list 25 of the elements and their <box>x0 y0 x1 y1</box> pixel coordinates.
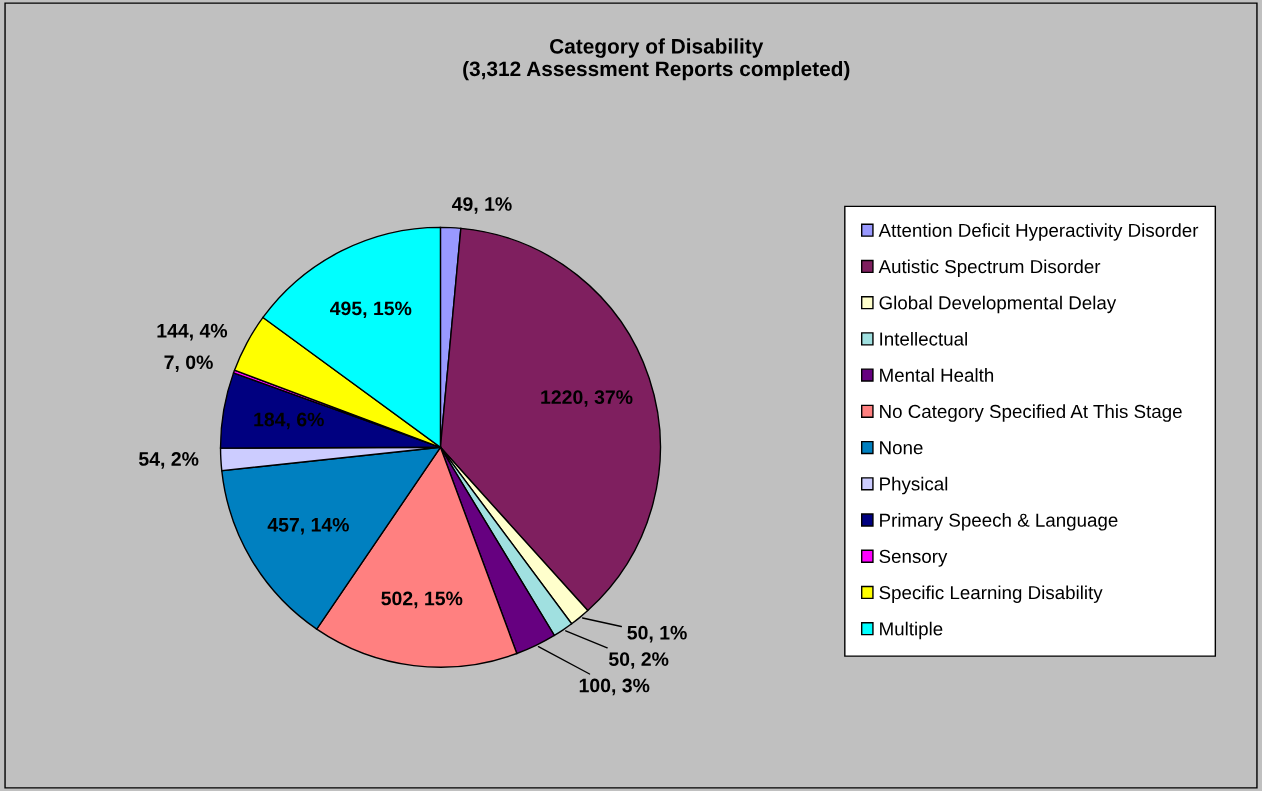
data-label: 144, 4% <box>157 323 228 341</box>
legend-label: Sensory <box>879 549 948 567</box>
legend-label: Multiple <box>880 621 943 640</box>
legend-label: Attention Deficit Hyperactivity Disorder <box>878 223 1199 241</box>
legend-label: Primary Speech & Language <box>880 513 1118 531</box>
data-label: 50, 2% <box>608 652 669 669</box>
data-label: 184, 6% <box>254 412 324 430</box>
legend-label: Global Developmental Delay <box>879 295 1117 314</box>
data-label: 502, 15% <box>381 591 463 609</box>
data-label: 495, 15% <box>330 301 412 319</box>
legend-label: Intellectual <box>880 331 967 346</box>
legend-label: Autistic Spectrum Disorder <box>878 259 1101 277</box>
data-label: 100, 3% <box>579 678 650 696</box>
data-label: 1220, 37% <box>541 390 633 407</box>
legend-label: Mental Health <box>880 368 994 382</box>
legend-label: Physical <box>880 476 948 495</box>
chart-title: Category of Disability (3,312 Assessment Reports completed) <box>463 38 850 81</box>
legend-label: No Category Specified At This Stage <box>880 404 1182 422</box>
legend-label: Specific Learning Disability <box>879 585 1103 603</box>
data-label: 49, 1% <box>451 197 512 214</box>
legend-label: None <box>880 441 923 455</box>
data-label: 457, 14% <box>267 517 349 535</box>
data-label: 7, 0% <box>164 355 213 372</box>
data-label: 50, 1% <box>627 625 687 643</box>
data-label: 54, 2% <box>138 452 199 469</box>
